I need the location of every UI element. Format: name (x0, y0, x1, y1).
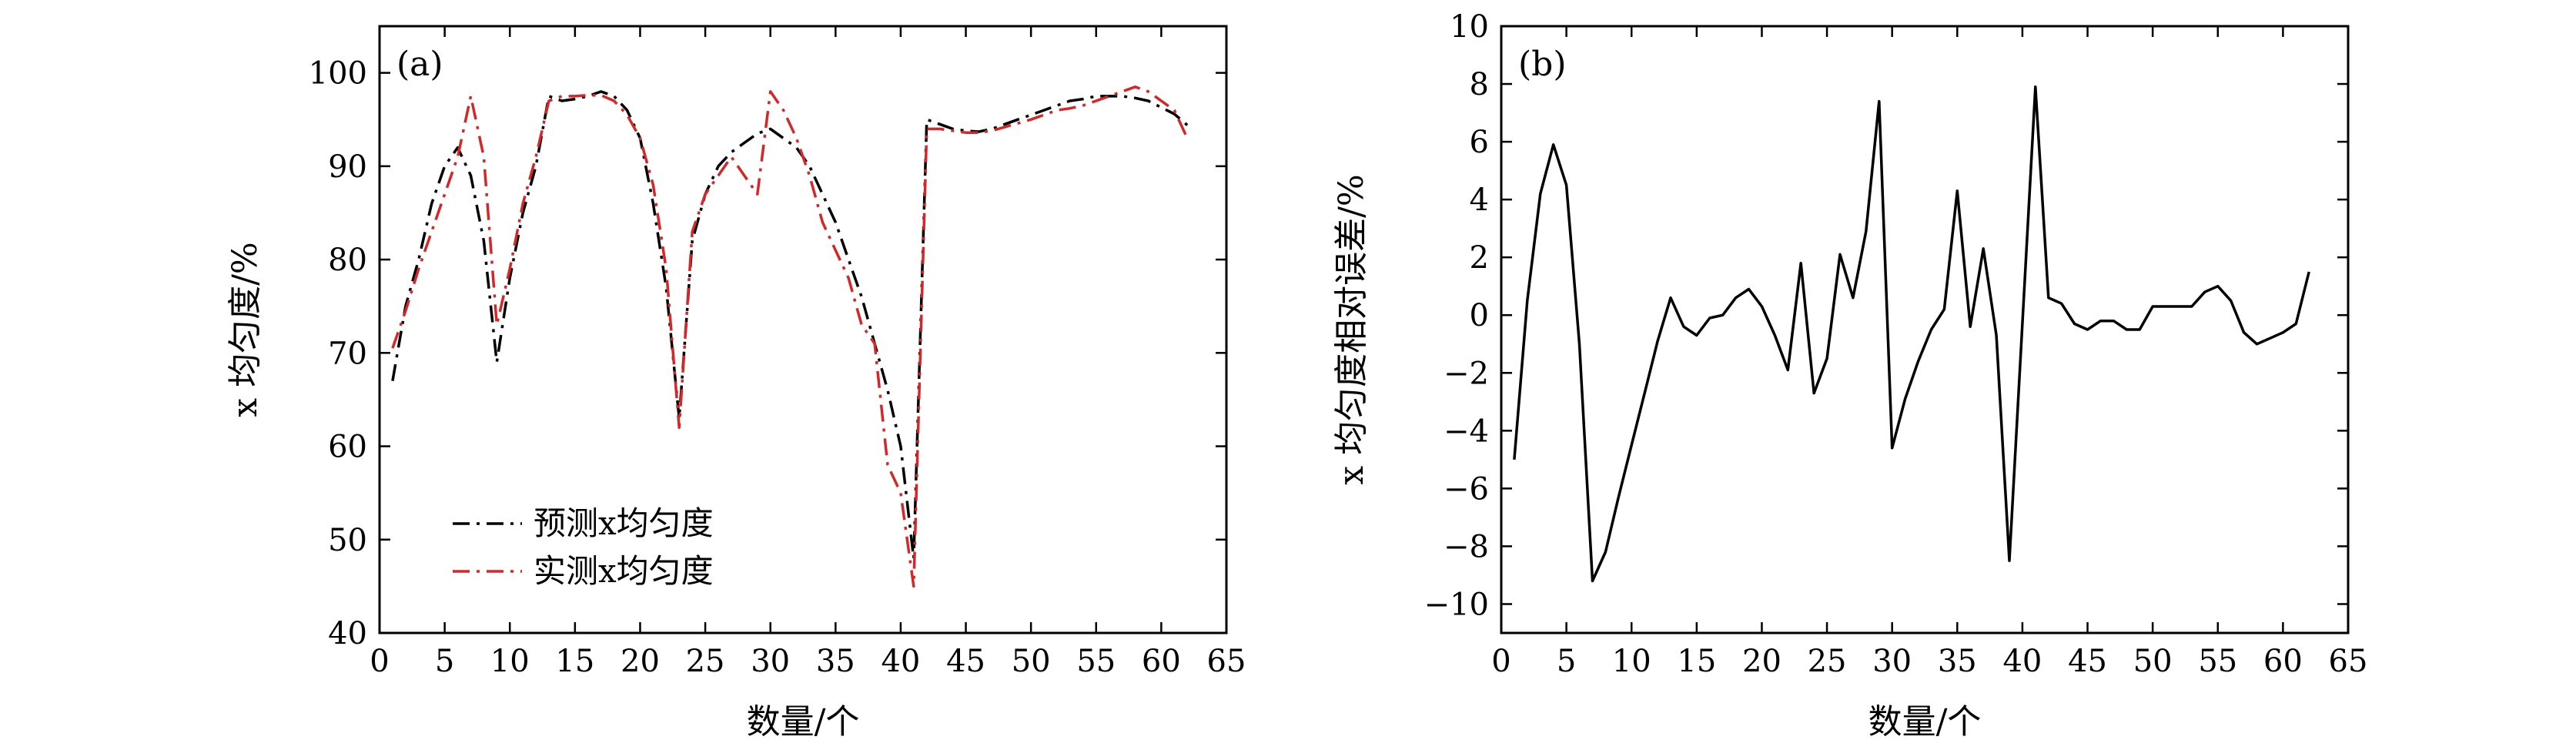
x-tick-label: 35 (816, 644, 855, 679)
x-tick-label: 5 (435, 644, 454, 679)
x-tick-label: 5 (1557, 644, 1576, 679)
x-tick-label: 20 (1742, 644, 1781, 679)
legend-label-predicted: 预测x均匀度 (534, 504, 714, 542)
series-line-1 (1513, 85, 2310, 583)
legend-label-measured: 实测x均匀度 (534, 552, 714, 590)
x-tick-label: 45 (946, 644, 985, 679)
panel-a: 0 5 10 15 20 25 30 35 40 45 50 55 60 65 40 50 60 70 80 90 10… (226, 25, 1246, 742)
x-tick-label: 55 (1076, 644, 1116, 679)
panel-b-plot-frame (1500, 25, 2350, 634)
panel-a-x-axis-title: 数量/个 (747, 702, 860, 742)
x-tick-label: 35 (1938, 644, 1977, 679)
x-tick-label: 0 (1491, 644, 1510, 679)
x-tick-label: 25 (1808, 644, 1847, 679)
x-tick-label: 50 (1012, 644, 1051, 679)
panel-a-y-axis-title: x 均匀度/% (226, 242, 265, 417)
y-tick-label: 70 (328, 336, 367, 371)
x-tick-label: 45 (2068, 644, 2107, 679)
y-tick-label: 10 (1450, 9, 1489, 45)
x-tick-label: 50 (2133, 644, 2173, 679)
y-tick-label: −2 (1444, 356, 1489, 391)
y-tick-label: 40 (328, 616, 367, 651)
y-tick-label: 4 (1470, 182, 1489, 218)
x-tick-label: 40 (881, 644, 920, 679)
x-tick-label: 25 (686, 644, 725, 679)
x-tick-label: 10 (1612, 644, 1651, 679)
y-tick-label: 100 (309, 56, 367, 92)
x-tick-label: 60 (2263, 644, 2303, 679)
y-tick-label: 80 (328, 243, 367, 278)
series-line-1 (391, 90, 1189, 560)
x-tick-label: 65 (2329, 644, 2368, 679)
x-tick-label: 55 (2198, 644, 2237, 679)
panel-b: 0 5 10 15 20 25 30 35 40 45 50 55 60 65 −10 −8 −6 −4 −2 0 2 4… (1332, 9, 2367, 742)
y-tick-label: 0 (1470, 298, 1489, 333)
y-tick-label: 90 (328, 149, 367, 185)
x-tick-label: 30 (751, 644, 790, 679)
x-tick-label: 30 (1872, 644, 1912, 679)
panel-b-ticks: 0 5 10 15 20 25 30 35 40 45 50 55 60 65 −10 −8 −6 −4 −2 0 2 4… (1424, 9, 2368, 679)
panel-b-x-axis-title: 数量/个 (1868, 702, 1982, 742)
y-tick-label: 50 (328, 523, 367, 558)
panel-a-ticks: 0 5 10 15 20 25 30 35 40 45 50 55 60 65 40 50 60 70 80 90 10… (309, 26, 1246, 679)
y-tick-label: 60 (328, 430, 367, 465)
panel-a-label: (a) (396, 45, 443, 84)
panel-b-series (1513, 85, 2310, 583)
y-tick-label: −6 (1444, 471, 1489, 507)
y-tick-label: −4 (1444, 414, 1489, 449)
panel-b-label: (b) (1518, 45, 1567, 84)
panel-b-y-axis-title: x 均匀度相对误差/% (1332, 174, 1371, 484)
x-tick-label: 15 (1677, 644, 1716, 679)
x-tick-label: 65 (1207, 644, 1246, 679)
series-line-2 (391, 85, 1189, 588)
panel-a-series (391, 85, 1189, 588)
x-tick-label: 10 (490, 644, 530, 679)
x-tick-label: 0 (370, 644, 389, 679)
panel-a-plot-frame (378, 25, 1228, 634)
y-tick-label: −8 (1444, 529, 1489, 564)
y-tick-label: −10 (1424, 587, 1489, 622)
x-tick-label: 15 (555, 644, 594, 679)
y-tick-label: 6 (1470, 125, 1489, 160)
y-tick-label: 8 (1470, 67, 1489, 102)
x-tick-label: 60 (1142, 644, 1181, 679)
y-tick-label: 2 (1470, 240, 1489, 276)
panel-a-legend: 预测x均匀度 实测x均匀度 (453, 504, 714, 590)
x-tick-label: 40 (2002, 644, 2042, 679)
x-tick-label: 20 (621, 644, 660, 679)
